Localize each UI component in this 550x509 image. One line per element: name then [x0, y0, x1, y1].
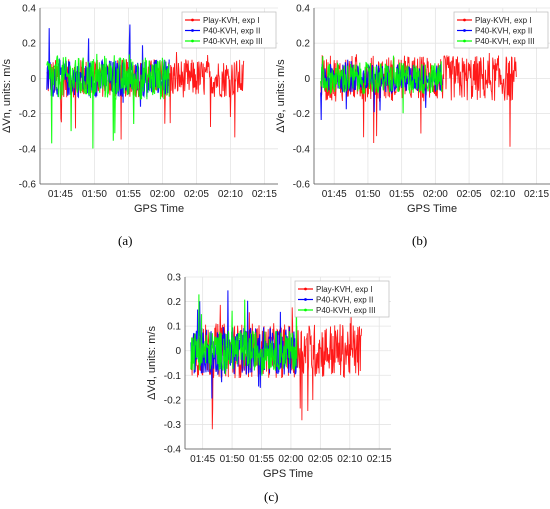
series-line-2: [320, 55, 443, 114]
series-line-2: [46, 53, 170, 149]
legend-marker-0: [463, 18, 466, 22]
y-tick-label: 0: [304, 74, 310, 85]
legend-marker-1: [463, 29, 466, 32]
legend-marker-1: [304, 298, 307, 301]
y-tick-label: -0.4: [164, 445, 182, 456]
x-tick-label: 01:50: [82, 189, 107, 200]
x-tick-label: 02:10: [490, 189, 515, 200]
y-axis-label: ΔVn, units: m/s: [1, 59, 13, 133]
y-tick-label: 0.3: [167, 273, 181, 284]
x-tick-label: 01:50: [355, 189, 380, 200]
y-tick-label: 0.4: [22, 4, 36, 15]
y-tick-label: 0.2: [296, 39, 310, 50]
x-tick-label: 02:05: [308, 454, 333, 465]
panel-label-a: (a): [118, 233, 133, 248]
x-tick-label: 01:55: [389, 189, 414, 200]
x-tick-label: 02:15: [524, 189, 549, 200]
y-axis-label: ΔVd, units: m/s: [146, 326, 158, 400]
legend-entry-2: P40-KVH, exp III: [316, 306, 376, 315]
series-line-1: [190, 290, 298, 399]
chart-1: 01:45 01:50 01:55 02:00 02:05 02:10 02:15 -0.6 -…: [275, 4, 550, 215]
x-tick-label: 02:05: [457, 189, 482, 200]
y-tick-label: -0.2: [293, 109, 311, 120]
x-tick-label: 02:15: [252, 189, 277, 200]
x-tick-label: 02:00: [278, 454, 303, 465]
x-tick-label: 02:05: [184, 189, 209, 200]
legend-marker-2: [191, 39, 194, 43]
x-axis-label: GPS Time: [263, 468, 313, 480]
y-tick-label: 0.4: [296, 4, 310, 15]
x-tick-label: 02:10: [337, 454, 362, 465]
x-tick-label: 02:15: [367, 454, 392, 465]
y-tick-label: 0: [30, 74, 36, 85]
legend-marker-0: [191, 18, 194, 22]
legend-entry-1: P40-KVH, exp II: [475, 27, 532, 36]
legend-entry-0: Play-KVH, exp I: [475, 16, 531, 25]
y-tick-label: 0.2: [22, 39, 36, 50]
legend-entry-0: Play-KVH, exp I: [316, 285, 372, 294]
legend-marker-1: [191, 29, 194, 32]
legend-entry-1: P40-KVH, exp II: [203, 27, 260, 36]
series-line-2: [190, 294, 298, 376]
y-tick-label: -0.3: [164, 420, 182, 431]
x-tick-label: 01:55: [116, 189, 141, 200]
legend-entry-1: P40-KVH, exp II: [316, 296, 373, 305]
x-tick-label: 02:10: [218, 189, 243, 200]
x-tick-label: 01:50: [220, 454, 245, 465]
legend-marker-2: [463, 39, 466, 43]
x-tick-label: 02:00: [150, 189, 175, 200]
legend-box: [294, 280, 390, 318]
legend-marker-0: [304, 287, 307, 291]
y-tick-label: 0.2: [167, 297, 181, 308]
legend-marker-2: [304, 308, 307, 312]
chart-2: 01:45 01:50 01:55 02:00 02:05 02:10 02:15 -0.4 -…: [146, 273, 392, 481]
x-axis-label: GPS Time: [407, 203, 457, 215]
y-tick-label: -0.2: [19, 109, 37, 120]
x-tick-label: 01:45: [322, 189, 347, 200]
panel-label-b: (b): [412, 233, 428, 248]
x-axis-label: GPS Time: [134, 203, 184, 215]
y-tick-label: -0.4: [19, 144, 37, 155]
y-axis-label: ΔVe, units: m/s: [275, 59, 287, 133]
y-tick-label: -0.6: [19, 180, 37, 191]
y-tick-label: -0.6: [293, 180, 311, 191]
x-tick-label: 01:45: [48, 189, 73, 200]
y-tick-label: 0.1: [167, 322, 181, 333]
legend-entry-2: P40-KVH, exp III: [475, 37, 535, 46]
y-tick-label: 0: [175, 346, 181, 357]
y-tick-label: -0.4: [293, 144, 311, 155]
y-tick-label: -0.1: [164, 371, 182, 382]
chart-0: 01:45 01:50 01:55 02:00 02:05 02:10 02:15 -0.6 -…: [1, 4, 278, 215]
legend-entry-2: P40-KVH, exp III: [203, 37, 263, 46]
panel-label-c: (c): [264, 489, 279, 504]
x-tick-label: 01:45: [190, 454, 215, 465]
series-line-1: [46, 24, 170, 107]
x-tick-label: 02:00: [423, 189, 448, 200]
y-tick-label: -0.2: [164, 395, 182, 406]
x-tick-label: 01:55: [249, 454, 274, 465]
legend-entry-0: Play-KVH, exp I: [203, 16, 259, 25]
